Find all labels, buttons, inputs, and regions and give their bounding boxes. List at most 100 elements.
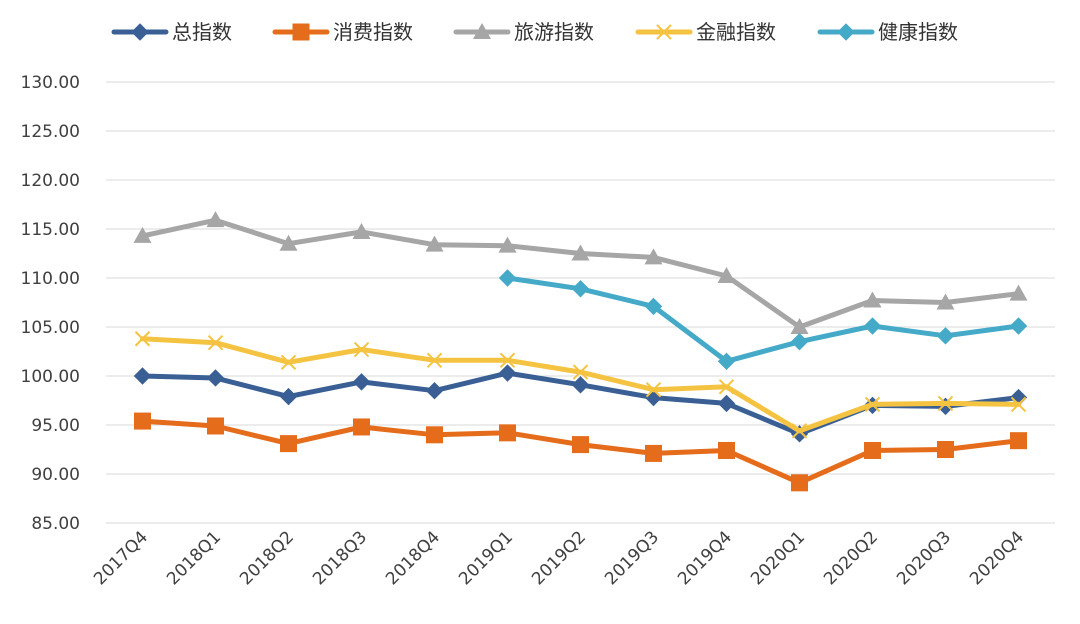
x-tick-label: 2018Q3 xyxy=(309,527,371,589)
data-point xyxy=(718,441,735,459)
y-tick-label: 115.00 xyxy=(21,220,80,240)
x-tick-label: 2017Q4 xyxy=(90,527,152,589)
legend-item-4: 金融指数 xyxy=(635,20,776,44)
data-point xyxy=(499,352,516,369)
data-point xyxy=(572,364,589,380)
data-point xyxy=(863,291,882,308)
x-tick-label: 2020Q2 xyxy=(820,527,882,589)
data-point xyxy=(352,373,371,391)
x-tick-label: 2018Q2 xyxy=(236,527,298,589)
y-tick-label: 110.00 xyxy=(21,269,80,289)
data-point xyxy=(1010,432,1027,450)
legend-label: 金融指数 xyxy=(696,20,776,44)
legend: 总指数 消费指数 旅游指数 金融指数 健康指数 xyxy=(111,20,958,44)
data-point xyxy=(133,367,152,385)
x-axis-tick-labels: 2017Q4 2018Q1 2018Q2 2018Q3 2018Q4 2019Q1 2019… xyxy=(90,527,1028,589)
data-point xyxy=(645,382,662,398)
data-point xyxy=(425,381,444,400)
series-5 xyxy=(498,269,1028,371)
data-point xyxy=(207,417,224,435)
data-point xyxy=(790,332,809,351)
data-point xyxy=(279,387,298,406)
y-tick-label: 125.00 xyxy=(21,122,80,142)
data-point xyxy=(134,331,151,347)
x-tick-label: 2019Q1 xyxy=(455,527,517,589)
legend-marker xyxy=(656,24,672,40)
y-tick-label: 85.00 xyxy=(31,514,80,534)
data-point xyxy=(791,474,808,492)
data-point xyxy=(864,441,881,459)
series-3-line xyxy=(140,217,1021,330)
data-point xyxy=(572,436,589,454)
data-point xyxy=(498,364,517,382)
legend-label: 旅游指数 xyxy=(514,20,594,44)
legend-marker xyxy=(131,23,149,41)
data-point xyxy=(1010,396,1027,413)
data-point xyxy=(790,318,809,334)
legend-label: 总指数 xyxy=(172,20,232,44)
legend-marker xyxy=(292,23,310,41)
y-tick-label: 120.00 xyxy=(21,171,80,191)
data-point xyxy=(937,395,954,412)
x-tick-label: 2018Q4 xyxy=(382,527,444,589)
data-point xyxy=(425,235,444,252)
data-point xyxy=(936,293,955,310)
legend-label: 健康指数 xyxy=(878,20,958,44)
data-point xyxy=(644,297,663,316)
data-point xyxy=(936,397,955,416)
data-point xyxy=(280,435,297,453)
data-point xyxy=(571,244,590,261)
legend-item-3: 旅游指数 xyxy=(453,20,594,44)
y-tick-label: 90.00 xyxy=(31,465,80,485)
x-tick-label: 2019Q3 xyxy=(601,527,663,589)
legend-item-5: 健康指数 xyxy=(817,20,958,44)
data-point xyxy=(353,341,370,358)
x-tick-label: 2020Q1 xyxy=(747,527,809,589)
legend-marker xyxy=(837,23,855,41)
y-tick-label: 100.00 xyxy=(21,367,80,387)
series-group xyxy=(133,211,1028,492)
y-tick-label: 95.00 xyxy=(31,416,80,436)
data-point xyxy=(571,280,590,298)
legend-item-1: 总指数 xyxy=(111,20,232,44)
y-tick-label: 130.00 xyxy=(21,73,80,93)
data-point xyxy=(426,352,443,369)
data-point xyxy=(206,369,225,387)
data-point xyxy=(717,267,736,284)
x-tick-label: 2018Q1 xyxy=(163,527,225,589)
series-4 xyxy=(134,331,1027,439)
data-point xyxy=(279,234,298,251)
data-point xyxy=(352,222,371,239)
data-point xyxy=(717,352,736,371)
series-3 xyxy=(133,211,1028,334)
data-point xyxy=(426,426,443,444)
legend-item-2: 消费指数 xyxy=(272,20,413,44)
x-tick-label: 2019Q2 xyxy=(528,527,590,589)
x-tick-label: 2020Q3 xyxy=(893,527,955,589)
series-5-line xyxy=(505,275,1021,364)
data-point xyxy=(936,327,955,345)
y-axis-tick-labels: 85.00 90.00 95.00 100.00 105.00 110.00 115.00 1… xyxy=(21,73,80,534)
x-tick-label: 2020Q4 xyxy=(966,527,1028,589)
data-point xyxy=(863,317,882,335)
data-point xyxy=(133,226,152,243)
data-point xyxy=(937,441,954,458)
data-point xyxy=(207,334,224,351)
data-point xyxy=(1009,317,1028,335)
data-point xyxy=(280,354,297,370)
series-2 xyxy=(134,412,1027,492)
legend-marker xyxy=(473,23,491,39)
legend-label: 消费指数 xyxy=(333,20,413,44)
data-point xyxy=(644,248,663,265)
data-point xyxy=(206,211,225,228)
x-tick-label: 2019Q4 xyxy=(674,527,736,589)
data-point xyxy=(645,444,662,462)
data-point xyxy=(717,394,736,413)
data-point xyxy=(353,418,370,436)
data-point xyxy=(498,236,517,253)
data-point xyxy=(571,376,590,394)
data-point xyxy=(498,269,517,287)
data-point xyxy=(791,423,808,439)
data-point xyxy=(718,379,735,395)
